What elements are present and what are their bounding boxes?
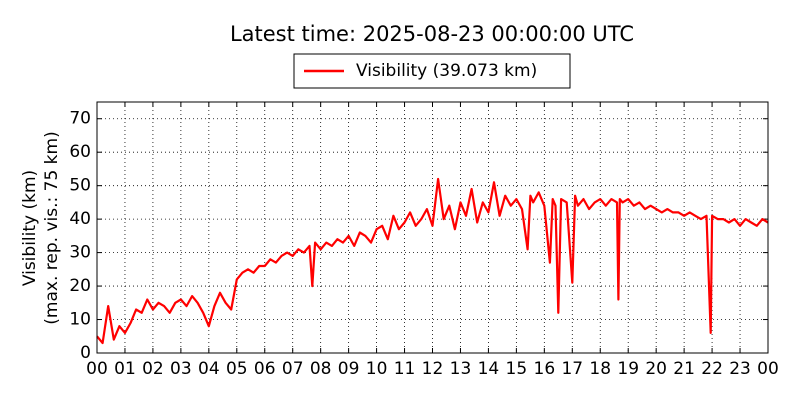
plot-frame bbox=[96, 101, 769, 354]
x-tick-label: 02 bbox=[142, 359, 164, 379]
x-tick-label: 10 bbox=[366, 359, 388, 379]
x-tick-label: 09 bbox=[338, 359, 360, 379]
data-line bbox=[96, 177, 769, 345]
x-tick-label: 06 bbox=[254, 359, 276, 379]
x-tick-label: 00 bbox=[757, 359, 779, 379]
y-tick-label: 10 bbox=[69, 310, 91, 330]
x-tick-label: 12 bbox=[422, 359, 444, 379]
x-tick-label: 03 bbox=[170, 359, 192, 379]
y-tick-label: 20 bbox=[69, 276, 91, 296]
x-tick-label: 19 bbox=[617, 359, 639, 379]
x-tick-label: 05 bbox=[226, 359, 248, 379]
y-axis-label: (max. rep. vis.: 75 km) bbox=[42, 131, 62, 324]
x-tick-label: 16 bbox=[534, 359, 556, 379]
x-tick-label: 11 bbox=[394, 359, 416, 379]
x-tick-label: 07 bbox=[282, 359, 304, 379]
legend: Visibility (39.073 km) bbox=[293, 53, 571, 89]
x-tick-label: 17 bbox=[561, 359, 583, 379]
y-tick-label: 30 bbox=[69, 243, 91, 263]
x-tick-label: 13 bbox=[450, 359, 472, 379]
x-tick-label: 08 bbox=[310, 359, 332, 379]
legend-label: Visibility (39.073 km) bbox=[356, 61, 537, 81]
y-axis-label: Visibility (km) bbox=[20, 170, 40, 286]
chart-title: Latest time: 2025-08-23 00:00:00 UTC bbox=[230, 22, 634, 46]
x-tick-label: 22 bbox=[701, 359, 723, 379]
x-tick-label: 18 bbox=[589, 359, 611, 379]
y-tick-label: 40 bbox=[69, 209, 91, 229]
x-tick-label: 04 bbox=[198, 359, 220, 379]
y-tick-label: 0 bbox=[80, 343, 91, 363]
x-tick-label: 14 bbox=[478, 359, 500, 379]
y-tick-label: 60 bbox=[69, 142, 91, 162]
x-tick-label: 01 bbox=[114, 359, 136, 379]
y-tick-label: 50 bbox=[69, 176, 91, 196]
x-tick-label: 00 bbox=[86, 359, 108, 379]
y-tick-label: 70 bbox=[69, 109, 91, 129]
x-tick-label: 15 bbox=[506, 359, 528, 379]
x-tick-label: 23 bbox=[729, 359, 751, 379]
x-tick-label: 21 bbox=[673, 359, 695, 379]
x-tick-label: 20 bbox=[645, 359, 667, 379]
